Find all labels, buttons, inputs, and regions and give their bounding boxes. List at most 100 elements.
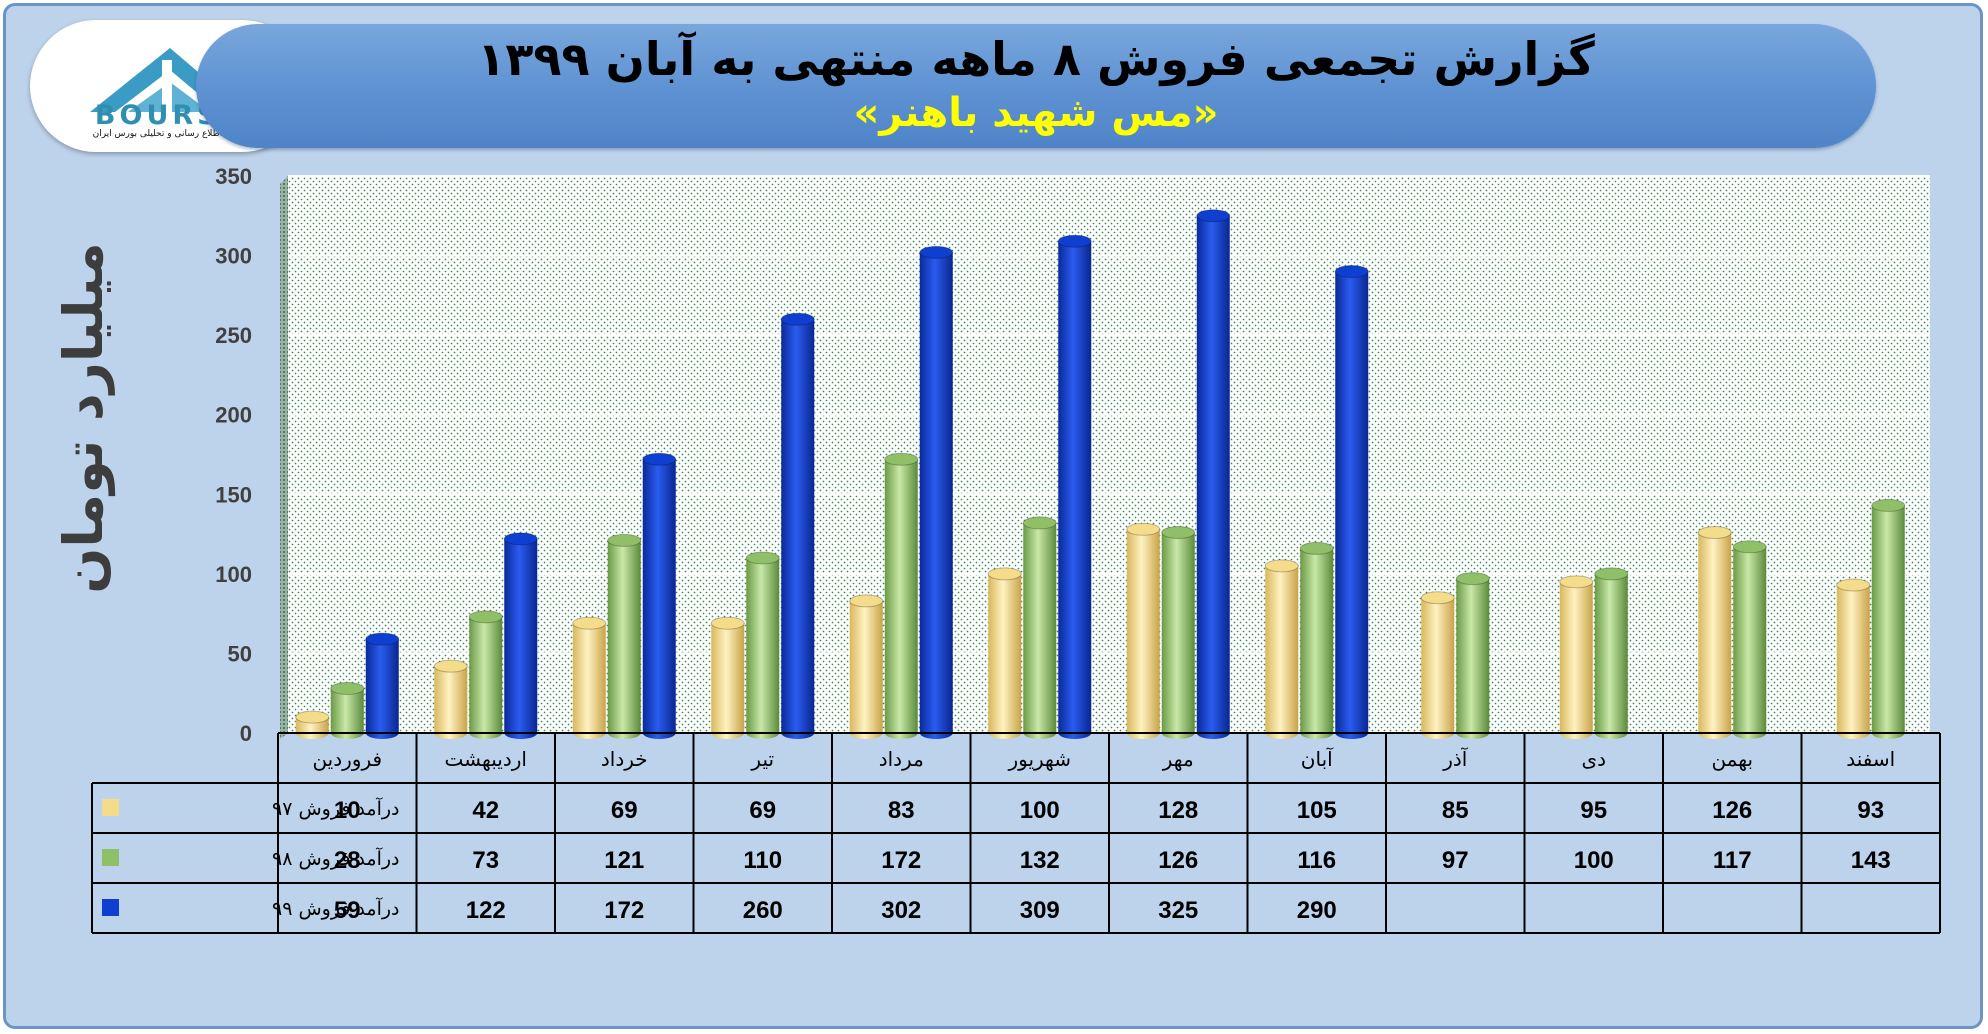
bar	[849, 600, 883, 739]
bar-top	[572, 616, 607, 630]
legend-label: درآمد فروش ۹۷	[272, 796, 400, 820]
plot-side-wall	[280, 176, 288, 739]
x-tick-label: آبان	[1301, 746, 1334, 771]
bar	[1421, 597, 1455, 739]
bar-top	[1161, 525, 1196, 539]
data-label: 100	[1020, 797, 1060, 824]
data-label: 126	[1158, 847, 1198, 874]
data-label: 172	[604, 897, 644, 924]
data-label: 290	[1297, 897, 1337, 924]
bar-top	[1732, 540, 1767, 554]
y-tick-label: 50	[228, 641, 252, 666]
x-tick-label: دی	[1581, 747, 1606, 771]
plot-area	[288, 176, 1930, 733]
legend-swatch	[102, 899, 119, 916]
x-tick-label: اسفند	[1846, 747, 1895, 771]
bar	[1335, 271, 1369, 739]
data-label: 172	[881, 847, 921, 874]
bar-top	[1334, 264, 1369, 278]
y-tick-label: 350	[215, 164, 252, 189]
bar-top	[1057, 234, 1092, 248]
bar	[1871, 505, 1905, 739]
bar	[1733, 546, 1767, 739]
data-label: 309	[1020, 897, 1060, 924]
x-tick-label: آذر	[1442, 746, 1469, 771]
bar	[1698, 532, 1732, 739]
y-tick-label: 200	[215, 403, 252, 428]
bar-top	[710, 616, 745, 630]
bar	[1559, 581, 1593, 739]
x-tick-label: اردیبهشت	[445, 747, 527, 771]
bar	[1456, 578, 1490, 739]
data-label: 69	[611, 797, 638, 824]
data-label: 128	[1158, 797, 1198, 824]
bar-top	[1871, 498, 1906, 512]
data-label: 117	[1713, 847, 1752, 874]
bar-top	[1559, 575, 1594, 589]
bar	[434, 666, 468, 739]
data-label: 28	[334, 847, 361, 874]
data-label: 10	[334, 797, 361, 824]
bar	[884, 459, 918, 739]
bar-top	[295, 710, 330, 724]
y-tick-label: 0	[240, 721, 252, 746]
bar-top	[1264, 559, 1299, 573]
legend-swatch	[102, 849, 119, 866]
bar-top	[1836, 578, 1871, 592]
bar	[711, 623, 745, 739]
bar-top	[1420, 591, 1455, 605]
bar-top	[1594, 567, 1629, 581]
bar	[504, 538, 538, 739]
x-tick-label: تیر	[750, 747, 774, 771]
bar-top	[1022, 516, 1057, 530]
bar-top	[745, 551, 780, 565]
bar	[1836, 584, 1870, 739]
title-banner: گزارش تجمعی فروش ۸ ماهه منتهی به آبان ۱۳…	[196, 24, 1876, 148]
bar-top	[1196, 209, 1231, 223]
bar	[1594, 573, 1628, 739]
bar	[572, 623, 606, 739]
x-tick-label: خرداد	[601, 747, 648, 771]
data-label: 59	[334, 897, 361, 924]
bar	[746, 557, 780, 739]
bar-top	[468, 610, 503, 624]
data-label: 122	[466, 897, 506, 924]
bar	[988, 573, 1022, 739]
bar	[1196, 215, 1230, 740]
y-tick-label: 100	[215, 562, 252, 587]
bar-top	[919, 245, 954, 259]
bar-top	[987, 567, 1022, 581]
chart-title: گزارش تجمعی فروش ۸ ماهه منتهی به آبان ۱۳…	[477, 32, 1595, 86]
data-label: 85	[1442, 797, 1469, 824]
bar-top	[1455, 572, 1490, 586]
data-label: 143	[1851, 847, 1891, 874]
legend-label: درآمد فروش ۹۸	[272, 846, 400, 870]
bar	[781, 319, 815, 739]
data-label: 95	[1580, 797, 1607, 824]
data-label: 132	[1020, 847, 1060, 874]
bar	[469, 616, 503, 739]
data-label: 73	[472, 847, 499, 874]
bar	[607, 540, 641, 739]
bar-top	[1126, 522, 1161, 536]
x-tick-label: مرداد	[879, 747, 924, 771]
bar	[1161, 532, 1195, 739]
data-label: 116	[1297, 847, 1336, 874]
bar-top	[642, 452, 677, 466]
y-tick-label: 150	[215, 482, 252, 507]
sales-bar-chart: 0 50 100 150 200 250 300 350 فروردین اردیبهشت خرد…	[91, 164, 1941, 934]
bar	[642, 459, 676, 739]
y-tick-label: 250	[215, 323, 252, 348]
data-label: 69	[749, 797, 776, 824]
bar-top	[330, 681, 365, 695]
data-label: 110	[743, 847, 782, 874]
chart-subtitle: «مس شهید باهنر»	[853, 90, 1219, 136]
y-tick-label: 300	[215, 244, 252, 269]
bar	[1023, 522, 1057, 739]
data-label: 42	[472, 797, 499, 824]
data-label: 105	[1297, 797, 1337, 824]
bar	[365, 639, 399, 739]
legend-label: درآمد فروش ۹۹	[272, 896, 400, 920]
legend-swatch	[102, 799, 119, 816]
bar-top	[780, 312, 815, 326]
